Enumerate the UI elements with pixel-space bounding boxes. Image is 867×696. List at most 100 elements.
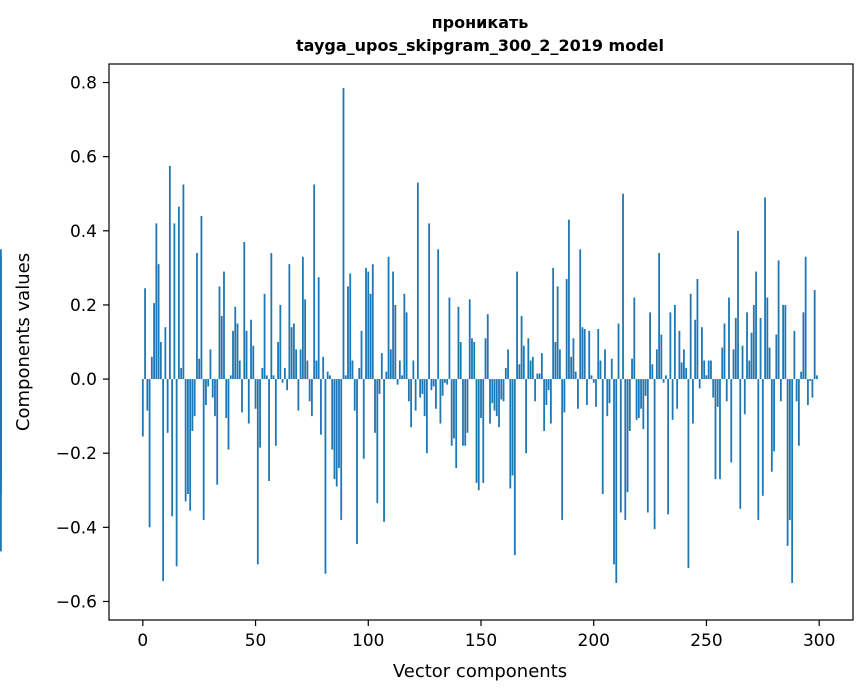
bar-7 <box>157 264 160 380</box>
bar-122 <box>416 182 419 380</box>
bar-28 <box>205 379 207 406</box>
bar-100 <box>367 271 370 380</box>
y-axis-ticks: −0.6 −0.4 −0.2 0.0 0.2 0.4 0.6 0.8 <box>56 74 109 612</box>
bar-6 <box>155 223 158 380</box>
bar-176 <box>538 373 541 380</box>
x-tick-label: 100 <box>352 631 384 651</box>
bar-77 <box>315 360 318 380</box>
bar-85 <box>333 379 336 480</box>
bar-117 <box>405 312 408 380</box>
bar-166 <box>516 271 518 380</box>
bar-60 <box>277 342 279 380</box>
bar-67 <box>292 323 295 380</box>
bar-0 <box>141 379 144 437</box>
bar-230 <box>660 334 663 380</box>
bar-109 <box>387 256 390 380</box>
bar-74 <box>308 379 311 402</box>
bar-217 <box>631 358 633 380</box>
bar-32 <box>214 379 216 417</box>
bar-1 <box>144 288 146 380</box>
bar-96 <box>358 367 361 380</box>
bar-293 <box>802 312 805 380</box>
bar-146 <box>471 338 473 380</box>
bar-214 <box>624 379 627 520</box>
bar-12 <box>168 165 171 380</box>
bar-124 <box>421 379 424 394</box>
bar-209 <box>613 379 615 565</box>
bar-273 <box>757 379 760 520</box>
bar-31 <box>211 379 214 398</box>
y-tick-label: 0.8 <box>70 74 97 94</box>
bar-198 <box>588 330 591 380</box>
bar-24 <box>196 253 198 380</box>
bar-99 <box>365 267 367 380</box>
bar-51 <box>256 379 259 565</box>
bar-8 <box>159 342 162 380</box>
y-tick-label: −0.2 <box>56 444 97 464</box>
bar-138 <box>453 379 455 439</box>
y-tick-label: 0.0 <box>70 370 97 390</box>
bar-48 <box>250 319 252 380</box>
bar-107 <box>383 379 385 522</box>
bar-62 <box>281 379 284 383</box>
bar-264 <box>737 230 739 380</box>
bar-233 <box>667 379 670 515</box>
bar-234 <box>669 312 672 380</box>
bar-106 <box>380 353 383 380</box>
bar-261 <box>730 379 733 463</box>
bar-248 <box>701 327 703 380</box>
x-tick-label: 0 <box>137 631 148 651</box>
y-tick-label: −0.4 <box>56 518 97 538</box>
chart-title: проникать <box>432 13 529 32</box>
bar-56 <box>268 379 270 481</box>
y-tick-label: 0.6 <box>70 148 97 168</box>
bar-189 <box>568 219 570 380</box>
bar-244 <box>692 379 694 424</box>
bar-178 <box>543 379 546 431</box>
y-tick-label: −0.6 <box>56 592 97 612</box>
bar-298 <box>813 290 816 380</box>
bar-113 <box>396 379 399 385</box>
bar-13 <box>171 379 174 517</box>
bar-296 <box>809 379 812 381</box>
bar-50 <box>254 379 257 409</box>
bar-183 <box>554 342 557 380</box>
bar-162 <box>507 349 509 380</box>
bar-284 <box>782 304 785 380</box>
bar-29 <box>207 379 210 387</box>
bar-262 <box>732 349 735 380</box>
bar-40 <box>232 330 234 380</box>
bar-270 <box>750 332 753 380</box>
bar-94 <box>353 379 356 411</box>
bar-3 <box>148 379 151 528</box>
bar-115 <box>401 375 403 380</box>
bar-135 <box>446 379 449 385</box>
bar-91 <box>347 286 349 380</box>
bar-150 <box>480 379 482 418</box>
bar-33 <box>216 379 219 485</box>
bar-285 <box>784 304 787 380</box>
bar-95 <box>356 379 358 545</box>
bar-41 <box>234 306 237 380</box>
bar-45 <box>243 241 246 380</box>
bar-225 <box>649 312 651 380</box>
bar-123 <box>419 379 422 398</box>
bar-231 <box>662 379 665 383</box>
bar-175 <box>536 373 539 380</box>
bar-126 <box>425 379 428 454</box>
bar-238 <box>678 330 681 380</box>
bar-195 <box>581 327 584 380</box>
bar-136 <box>448 297 451 380</box>
bar-undefined <box>0 379 2 552</box>
bar-140 <box>457 306 460 380</box>
bar-218 <box>633 297 636 380</box>
bar-255 <box>716 379 719 407</box>
bar-215 <box>626 379 629 493</box>
bar-180 <box>547 379 550 391</box>
bar-53 <box>261 367 264 380</box>
bar-251 <box>707 360 710 380</box>
bar-142 <box>462 379 464 446</box>
bar-224 <box>646 379 649 513</box>
bar-278 <box>768 347 771 380</box>
